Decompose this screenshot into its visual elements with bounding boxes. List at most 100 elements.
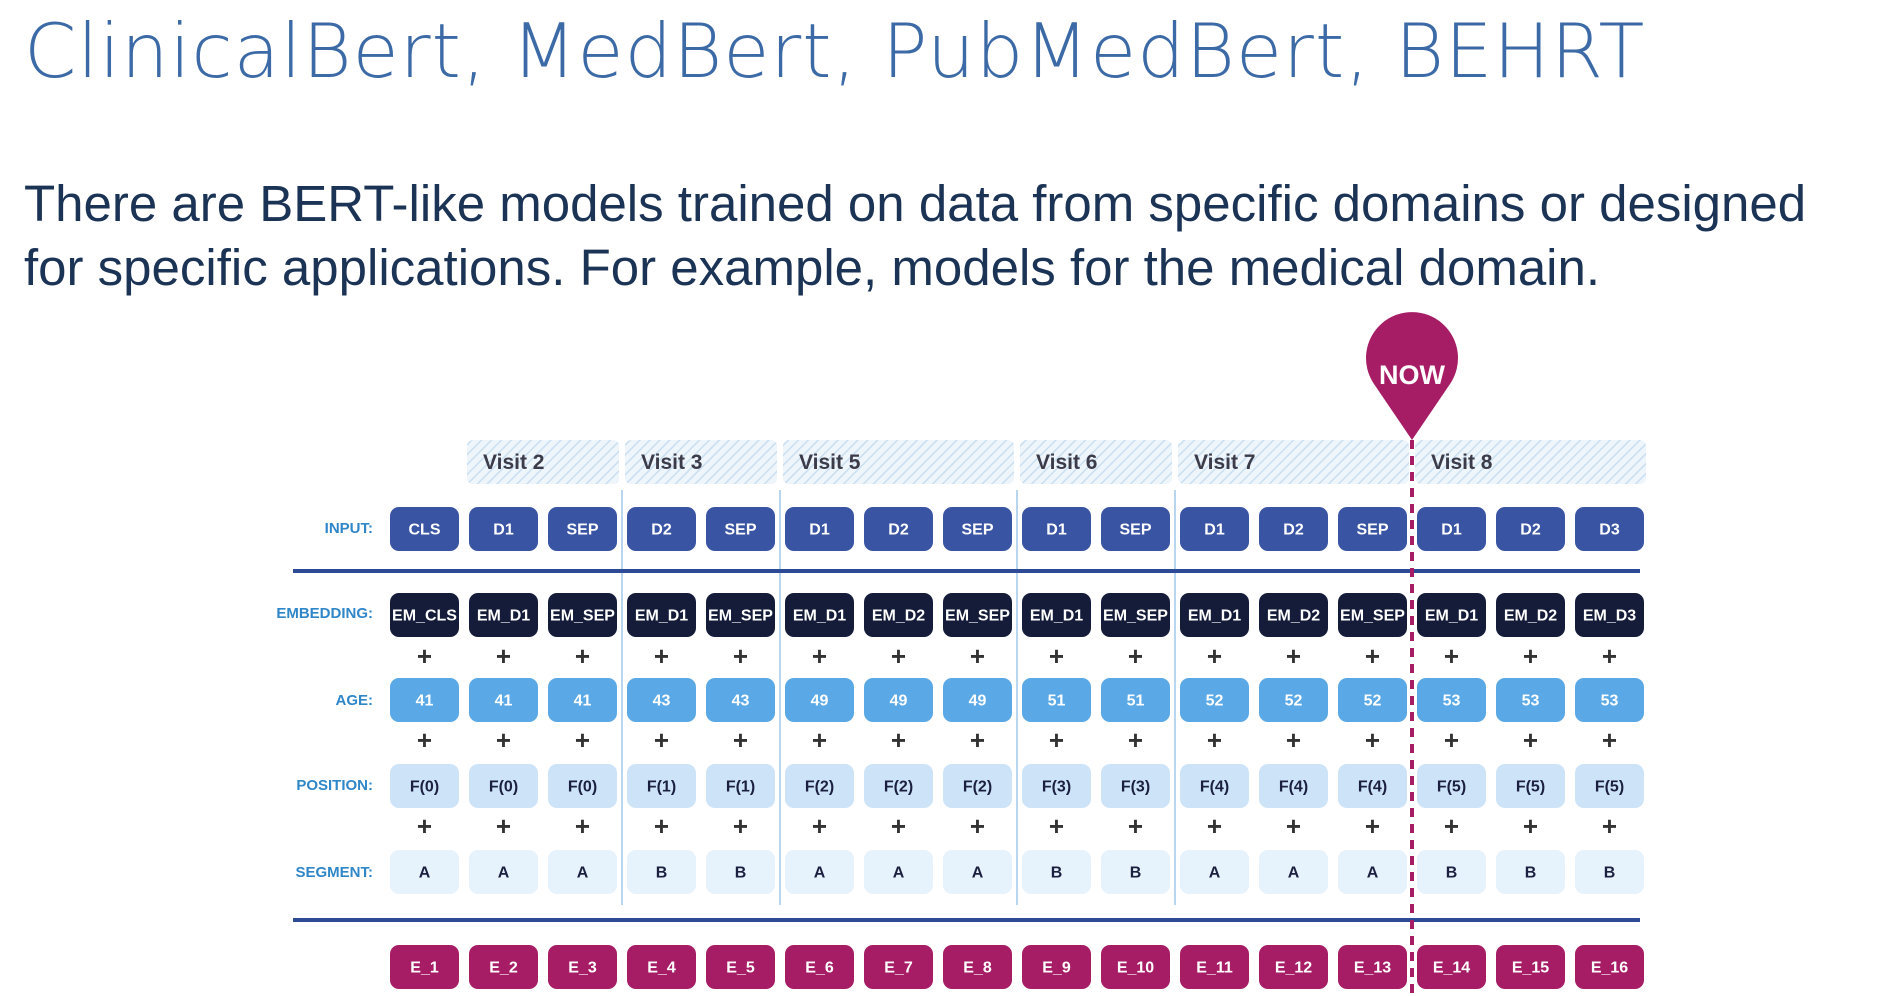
position-cell: F(4) bbox=[1180, 764, 1249, 808]
input-cell-box bbox=[1180, 507, 1249, 551]
input-cell: D1 bbox=[1022, 507, 1091, 551]
position-cell-text: F(4) bbox=[1279, 779, 1308, 796]
position-cell-text: F(5) bbox=[1595, 779, 1624, 796]
age-cell-text: 52 bbox=[1285, 693, 1303, 710]
input-cell: D2 bbox=[627, 507, 696, 551]
plus-sign: + bbox=[654, 641, 669, 671]
page-title: ClinicalBert, MedBert, PubMedBert, BEHRT bbox=[24, 7, 1646, 95]
input-cell-text: D2 bbox=[888, 522, 909, 539]
row-label-position: POSITION: bbox=[296, 777, 373, 794]
segment-cell: B bbox=[627, 850, 696, 894]
output-cell-text: E_10 bbox=[1117, 960, 1154, 977]
output-cell-box bbox=[548, 945, 617, 989]
now-pin: NOW bbox=[1365, 312, 1458, 440]
input-cell: SEP bbox=[943, 507, 1012, 551]
position-cell-box bbox=[1496, 764, 1565, 808]
segment-cell: B bbox=[1022, 850, 1091, 894]
input-cell-text: D1 bbox=[1441, 522, 1462, 539]
output-cell-text: E_9 bbox=[1042, 960, 1071, 977]
age-cell-box bbox=[943, 678, 1012, 722]
age-cell-box bbox=[1101, 678, 1170, 722]
embedding-cell-text: EM_D1 bbox=[793, 608, 846, 625]
embedding-cell-box bbox=[548, 593, 617, 637]
embedding-cell-text: EM_SEP bbox=[708, 608, 773, 625]
segment-cell-box bbox=[548, 850, 617, 894]
input-cell: D2 bbox=[864, 507, 933, 551]
plus-sign: + bbox=[1523, 641, 1538, 671]
position-cell: F(4) bbox=[1259, 764, 1328, 808]
output-cell-box bbox=[943, 945, 1012, 989]
embedding-cell-text: EM_SEP bbox=[1340, 608, 1405, 625]
segment-cell-text: A bbox=[814, 865, 826, 882]
position-cell-text: F(5) bbox=[1437, 779, 1466, 796]
age-cell: 53 bbox=[1417, 678, 1486, 722]
segment-cell-text: A bbox=[1288, 865, 1300, 882]
input-cell-box bbox=[1417, 507, 1486, 551]
position-cell: F(0) bbox=[548, 764, 617, 808]
age-cell-box bbox=[1496, 678, 1565, 722]
plus-sign: + bbox=[575, 725, 590, 755]
plus-sign: + bbox=[1128, 811, 1143, 841]
output-cell-box bbox=[1338, 945, 1407, 989]
segment-cell: B bbox=[1101, 850, 1170, 894]
segment-cell: B bbox=[1417, 850, 1486, 894]
plus-sign: + bbox=[1128, 725, 1143, 755]
now-marker: NOW bbox=[1365, 312, 1458, 996]
age-cell-box bbox=[1417, 678, 1486, 722]
horizontal-rules bbox=[293, 569, 1640, 922]
segment-cell-box bbox=[1022, 850, 1091, 894]
output-cell-box bbox=[1259, 945, 1328, 989]
position-cell-box bbox=[1259, 764, 1328, 808]
description-line-2: for specific applications. For example, … bbox=[24, 239, 1601, 296]
segment-cell-text: B bbox=[1130, 865, 1142, 882]
output-cell-box bbox=[864, 945, 933, 989]
segment-cell-text: A bbox=[893, 865, 905, 882]
visit-header: Visit 7 bbox=[1178, 440, 1409, 484]
position-cell-box bbox=[1022, 764, 1091, 808]
age-cell: 52 bbox=[1338, 678, 1407, 722]
now-pin-shape bbox=[1365, 312, 1458, 440]
output-cell-box bbox=[1496, 945, 1565, 989]
visit-header-box bbox=[1415, 440, 1646, 484]
position-cell: F(0) bbox=[469, 764, 538, 808]
segment-cell: B bbox=[706, 850, 775, 894]
segment-cell-box bbox=[1338, 850, 1407, 894]
age-cell: 41 bbox=[548, 678, 617, 722]
embedding-cell: EM_D1 bbox=[1417, 593, 1486, 637]
age-cell: 49 bbox=[785, 678, 854, 722]
output-cell: E_16 bbox=[1575, 945, 1644, 989]
age-cell-text: 53 bbox=[1443, 693, 1461, 710]
embedding-cell: EM_D2 bbox=[864, 593, 933, 637]
segment-cell-box bbox=[1180, 850, 1249, 894]
embedding-cell-text: EM_D1 bbox=[1188, 608, 1241, 625]
embedding-cell: EM_SEP bbox=[943, 593, 1012, 637]
output-cell: E_12 bbox=[1259, 945, 1328, 989]
input-cell: D2 bbox=[1496, 507, 1565, 551]
output-cell-box bbox=[390, 945, 459, 989]
output-cell-text: E_1 bbox=[410, 960, 439, 977]
plus-sign: + bbox=[654, 811, 669, 841]
embedding-cell: EM_D1 bbox=[627, 593, 696, 637]
age-cell-text: 43 bbox=[732, 693, 750, 710]
embedding-cell-box bbox=[785, 593, 854, 637]
position-cell-box bbox=[1417, 764, 1486, 808]
segment-cell: B bbox=[1575, 850, 1644, 894]
plus-sign: + bbox=[1128, 641, 1143, 671]
segment-cell-box bbox=[706, 850, 775, 894]
output-cell-text: E_5 bbox=[726, 960, 755, 977]
segment-cell-text: B bbox=[1604, 865, 1616, 882]
age-cell: 53 bbox=[1575, 678, 1644, 722]
output-cell: E_1 bbox=[390, 945, 459, 989]
position-cell-box bbox=[706, 764, 775, 808]
output-cell-text: E_14 bbox=[1433, 960, 1470, 977]
output-cell: E_13 bbox=[1338, 945, 1407, 989]
embedding-cell-box bbox=[1417, 593, 1486, 637]
input-cell-text: D1 bbox=[1204, 522, 1225, 539]
age-cell: 52 bbox=[1180, 678, 1249, 722]
token-cells: CLS EM_CLS 41 F(0) A E_1 D1 EM_D1 41 F(0) A E_2 SEP E… bbox=[390, 507, 1644, 989]
embedding-cell-text: EM_SEP bbox=[550, 608, 615, 625]
output-cell-text: E_13 bbox=[1354, 960, 1391, 977]
embedding-cell-box bbox=[469, 593, 538, 637]
visit-header-box bbox=[1020, 440, 1172, 484]
plus-sign: + bbox=[417, 641, 432, 671]
